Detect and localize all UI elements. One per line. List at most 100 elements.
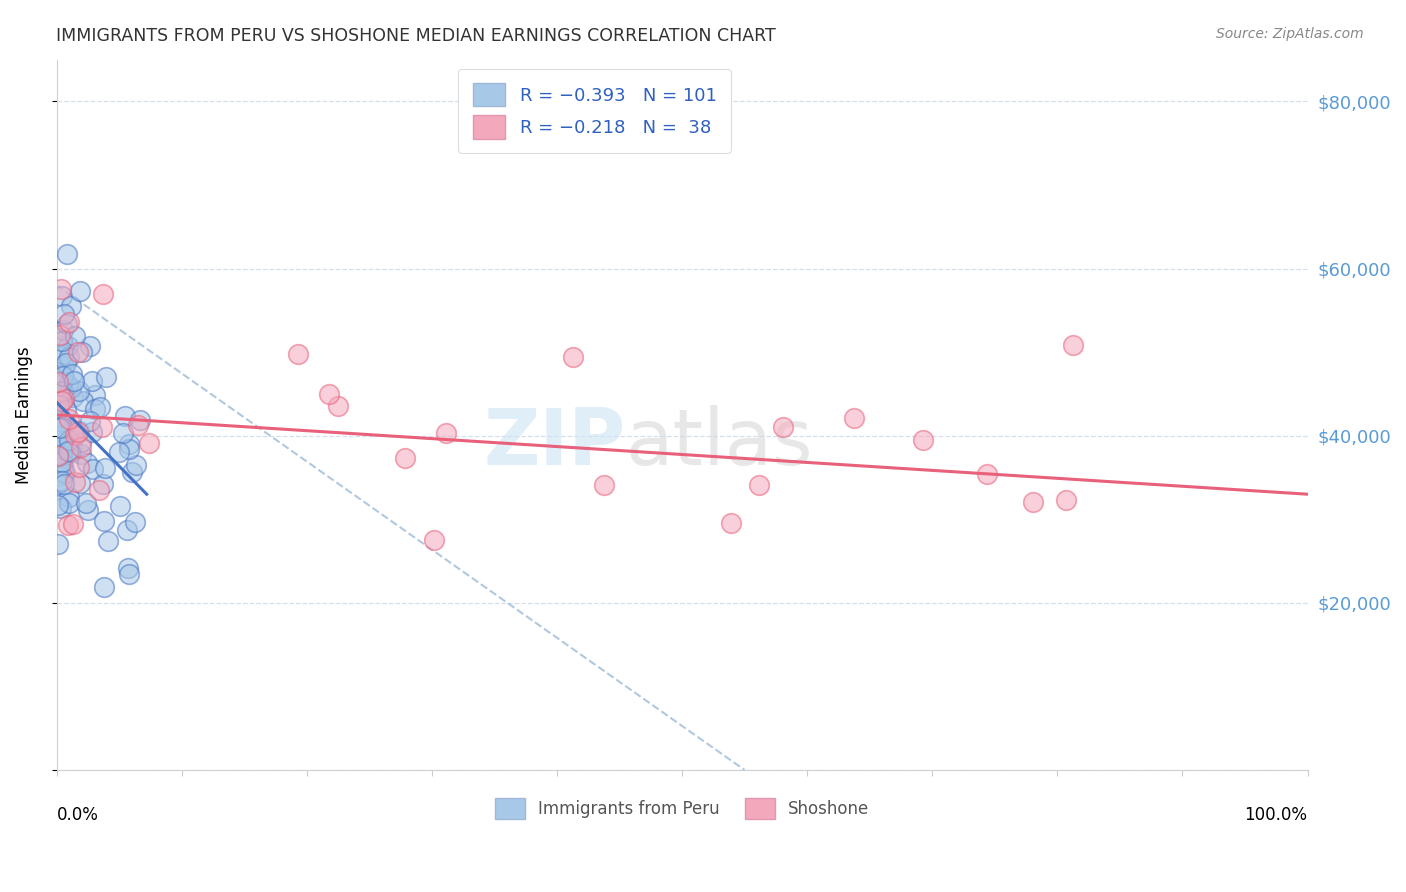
Point: [51, 433, 73, 447]
Point: [52, 323, 75, 337]
Point: [79, 339, 101, 353]
Point: [976, 467, 998, 481]
Point: [46, 419, 69, 434]
Point: [51, 350, 73, 364]
Point: [70, 440, 93, 454]
Point: [48, 394, 70, 409]
Point: [118, 566, 141, 581]
Point: [108, 499, 131, 513]
Point: [1062, 337, 1084, 351]
Point: [720, 516, 742, 530]
Point: [52, 467, 75, 482]
Point: [51, 334, 73, 349]
Point: [772, 419, 794, 434]
Point: [59, 445, 82, 459]
Point: [49, 385, 72, 400]
Point: [76, 503, 98, 517]
Point: [79, 414, 101, 428]
Point: [423, 533, 446, 547]
Point: [48, 469, 70, 483]
Point: [69, 284, 91, 298]
Point: [842, 410, 865, 425]
Point: [1054, 493, 1077, 508]
Point: [48, 384, 70, 399]
Point: [83, 401, 105, 416]
Point: [67, 384, 90, 399]
Point: [58, 350, 80, 364]
Point: [394, 451, 416, 466]
Point: [46, 331, 69, 345]
Text: 100.0%: 100.0%: [1244, 805, 1308, 823]
Point: [53, 370, 76, 384]
Point: [58, 412, 80, 426]
Point: [56, 444, 79, 458]
Point: [138, 436, 160, 450]
Point: [46, 374, 69, 388]
Point: [70, 345, 93, 359]
Point: [53, 466, 76, 480]
Point: [69, 435, 91, 450]
Point: [58, 490, 80, 504]
Point: [49, 411, 72, 425]
Point: [60, 299, 83, 313]
Point: [59, 381, 82, 395]
Point: [60, 441, 83, 455]
Legend: Immigrants from Peru, Shoshone: Immigrants from Peru, Shoshone: [488, 791, 876, 826]
Point: [117, 561, 139, 575]
Point: [49, 421, 72, 435]
Point: [60, 367, 83, 381]
Point: [1022, 494, 1045, 508]
Point: [46, 450, 69, 464]
Point: [65, 427, 87, 442]
Point: [52, 385, 75, 400]
Point: [48, 409, 70, 423]
Point: [912, 433, 935, 447]
Point: [46, 448, 69, 462]
Point: [434, 425, 457, 440]
Point: [91, 476, 114, 491]
Point: [58, 315, 80, 329]
Point: [117, 523, 139, 537]
Point: [53, 308, 76, 322]
Point: [58, 496, 80, 510]
Y-axis label: Median Earnings: Median Earnings: [15, 346, 32, 483]
Point: [53, 476, 76, 491]
Point: [93, 514, 115, 528]
Point: [56, 378, 79, 392]
Point: [91, 287, 114, 301]
Point: [93, 580, 115, 594]
Point: [55, 356, 77, 370]
Point: [46, 476, 69, 491]
Point: [125, 458, 148, 472]
Point: [46, 536, 69, 550]
Point: [67, 460, 90, 475]
Point: [82, 461, 104, 475]
Point: [562, 351, 585, 365]
Point: [52, 458, 75, 473]
Text: atlas: atlas: [626, 405, 813, 481]
Point: [46, 466, 69, 480]
Point: [94, 370, 117, 384]
Point: [124, 516, 146, 530]
Point: [82, 375, 104, 389]
Point: [51, 474, 73, 488]
Point: [51, 359, 73, 374]
Point: [52, 369, 75, 384]
Text: Source: ZipAtlas.com: Source: ZipAtlas.com: [1216, 27, 1364, 41]
Point: [51, 455, 73, 469]
Point: [52, 438, 75, 452]
Point: [49, 419, 72, 434]
Point: [53, 392, 76, 407]
Point: [128, 413, 150, 427]
Point: [328, 399, 350, 413]
Point: [56, 317, 79, 331]
Point: [63, 425, 86, 439]
Point: [65, 328, 87, 343]
Point: [69, 475, 91, 490]
Point: [46, 498, 69, 512]
Point: [48, 443, 70, 458]
Point: [287, 347, 309, 361]
Point: [94, 460, 117, 475]
Point: [118, 442, 141, 456]
Point: [62, 390, 84, 404]
